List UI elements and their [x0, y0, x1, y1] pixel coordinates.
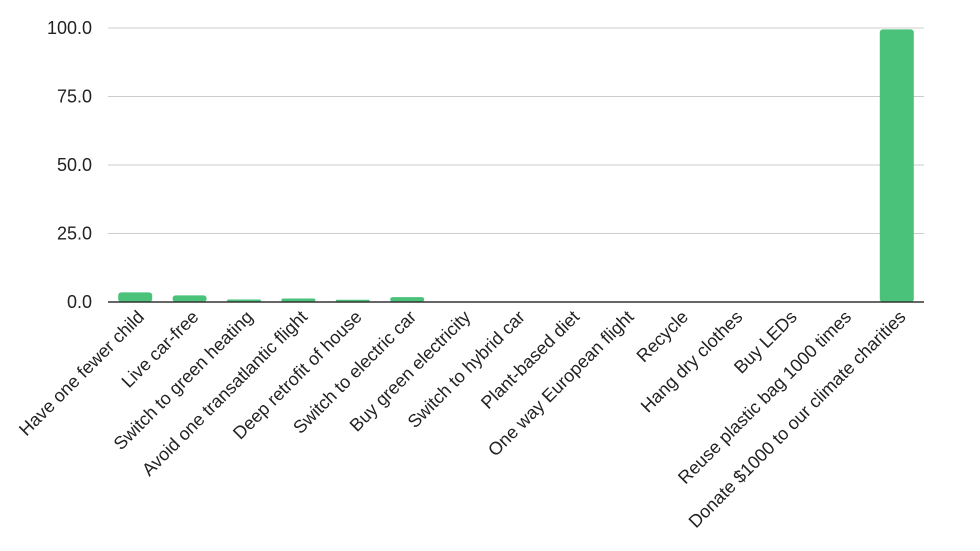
gridlines: [108, 27, 924, 234]
y-axis-ticks: 0.0 25.0 50.0 75.0 100.0: [47, 18, 92, 312]
bar: [118, 292, 153, 302]
y-tick-label: 0.0: [67, 292, 92, 312]
x-category-label: Hang dry clothes: [637, 307, 747, 417]
y-tick-label: 25.0: [57, 224, 92, 244]
x-category-label: Plant-based diet: [477, 307, 583, 413]
bar: [879, 29, 914, 303]
y-tick-label: 75.0: [57, 87, 92, 107]
bars: [118, 29, 914, 303]
y-tick-label: 100.0: [47, 18, 92, 38]
bar: [390, 297, 425, 302]
bar: [172, 295, 207, 302]
y-tick-label: 50.0: [57, 155, 92, 175]
bar: [281, 298, 316, 302]
